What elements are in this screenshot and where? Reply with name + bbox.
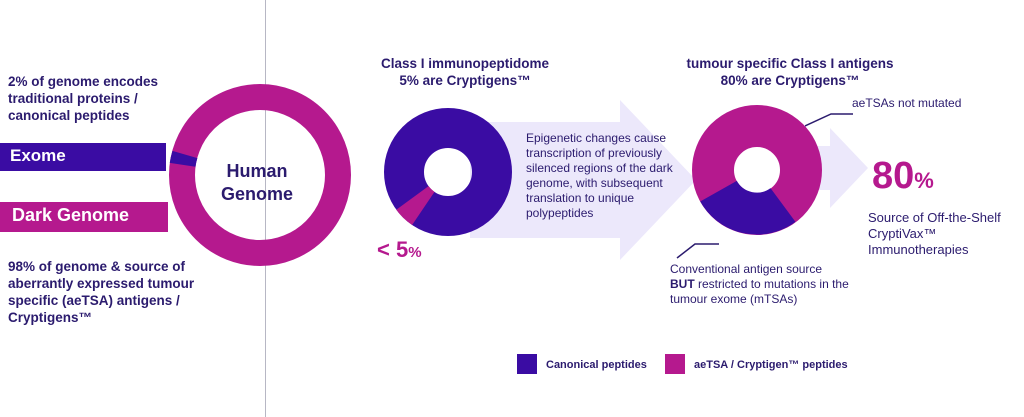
immunopeptidome-canonical-segment — [384, 108, 512, 236]
conventional-line2: restricted to mutations in the tumour ex… — [670, 277, 849, 306]
human-genome-label: Human Genome — [220, 161, 294, 204]
conventional-antigen-text: Conventional antigen source BUT restrict… — [670, 262, 850, 307]
human-genome-ring — [169, 84, 351, 266]
genome-dark-text: 98% of genome & source of aberrantly exp… — [8, 259, 195, 325]
conventional-but: BUT — [670, 277, 695, 291]
immunopeptidome-donut — [384, 108, 512, 236]
exome-bar — [0, 143, 166, 171]
epigenetic-arrow — [470, 100, 696, 260]
legend-canonical-label: Canonical peptides — [546, 359, 647, 371]
not-mutated-label: aeTSAs not mutated — [852, 96, 962, 110]
conventional-leader-line — [676, 243, 719, 259]
class-i-heading: Class I immunopeptidome 5% are Cryptigen… — [345, 55, 585, 89]
genome-ring-exome-segment — [169, 150, 198, 167]
immunopeptidome-cryptigen-segment — [396, 185, 436, 225]
tumour-canonical-segment — [700, 179, 796, 235]
tumour-antigen-donut — [692, 105, 822, 235]
conventional-line1: Conventional antigen source — [670, 262, 823, 276]
class-i-heading-line1: Class I immunopeptidome — [380, 56, 550, 71]
lt5-pct-sign: % — [408, 244, 422, 261]
exome-label: Exome — [10, 146, 66, 165]
class-i-heading-line2: 5% are Cryptigens™ — [399, 73, 531, 88]
legend-aetsa-label: aeTSA / Cryptigen™ peptides — [694, 359, 848, 371]
epigenetic-description: Epigenetic changes cause transcription o… — [526, 131, 673, 220]
eighty-value: 80 — [872, 155, 915, 197]
less-than-five-percent-label: < 5% — [377, 237, 422, 263]
eighty-pct-sign: % — [914, 168, 934, 193]
lt5-value: < 5 — [377, 237, 409, 262]
eighty-percent-value: 80% — [872, 155, 934, 198]
legend-canonical-swatch — [517, 354, 537, 374]
dark-genome-bar — [0, 202, 168, 232]
not-mutated-leader-line — [805, 113, 853, 127]
tumour-antigens-heading: tumour specific Class I antigens 80% are… — [670, 55, 910, 89]
vertical-divider — [265, 0, 266, 417]
cryptivax-source-text: Source of Off-the-Shelf CryptiVax™ Immun… — [868, 210, 1001, 257]
tumour-heading-line1: tumour specific Class I antigens — [686, 56, 894, 71]
genome-ring-dark-segment — [169, 84, 351, 266]
genome-canonical-text: 2% of genome encodes traditional protein… — [8, 74, 159, 123]
dark-genome-label: Dark Genome — [12, 205, 130, 225]
legend-aetsa-swatch — [665, 354, 685, 374]
tumour-heading-line2: 80% are Cryptigens™ — [720, 73, 860, 88]
